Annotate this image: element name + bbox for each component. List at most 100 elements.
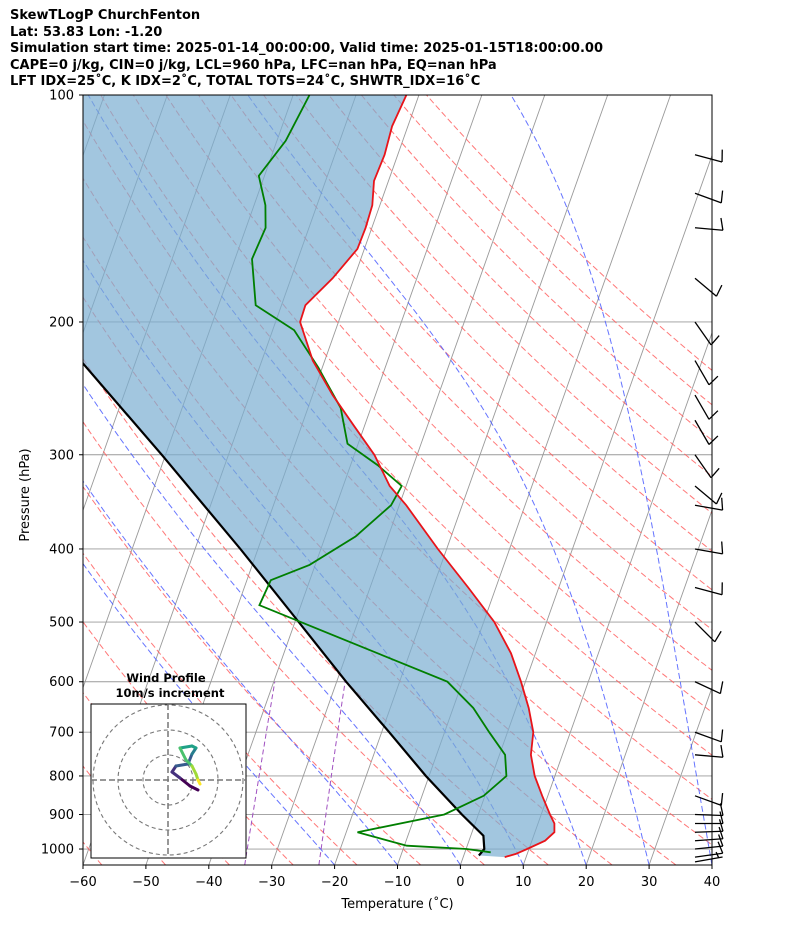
barb-shaft	[694, 830, 724, 833]
barb-flag	[715, 284, 723, 297]
dry-adiabat-line	[198, 95, 712, 631]
barb-flag	[719, 811, 724, 824]
x-tick-label: 20	[578, 875, 595, 890]
stability-indices: LFT IDX=25˚C, K IDX=2˚C, TOTAL TOTS=24˚C…	[10, 74, 481, 89]
wind-barb	[694, 841, 724, 858]
barb-flag	[720, 729, 724, 742]
hodograph-segment	[178, 776, 192, 788]
x-tick-label: −20	[321, 875, 348, 890]
barb-shaft	[694, 154, 723, 163]
hodograph-rings	[91, 704, 246, 858]
barb-flag	[718, 826, 724, 839]
wind-barb	[694, 394, 719, 420]
wind-barb	[694, 744, 724, 758]
parcel-profile-line	[83, 361, 486, 857]
wind-barb	[694, 485, 723, 505]
barb-flag	[721, 541, 724, 554]
y-tick-label: 700	[49, 726, 74, 741]
moist-adiabat-line	[510, 95, 712, 865]
temperature-line	[299, 95, 556, 858]
barb-shaft	[694, 360, 710, 386]
wind-barb	[694, 497, 724, 511]
isotherm-line	[522, 331, 712, 865]
y-tick-label: 900	[49, 808, 74, 823]
isotherm-line	[271, 95, 546, 865]
barb-shaft	[694, 419, 710, 445]
isotherm-line	[648, 686, 712, 865]
barb-shaft	[694, 504, 723, 511]
wind-barb	[694, 803, 724, 817]
wind-barb	[694, 190, 724, 204]
mixing-ratio-line	[318, 681, 346, 865]
moist-adiabat-line	[247, 95, 650, 865]
x-axis-label: Temperature (˚C)	[340, 896, 453, 912]
barb-shaft	[694, 621, 716, 643]
y-tick-label: 400	[49, 542, 74, 557]
barb-shaft	[694, 845, 723, 850]
barb-shaft	[694, 586, 723, 596]
barb-shaft	[694, 454, 712, 479]
hodograph-title: Wind Profile	[126, 671, 206, 685]
mixing-ratio-lines	[244, 681, 346, 865]
moist-adiabat-line	[83, 383, 461, 865]
barb-flag	[715, 492, 723, 505]
y-tick-label: 200	[49, 315, 74, 330]
barb-flag	[708, 410, 719, 420]
station-coordinates: Lat: 53.83 Lon: -1.20	[10, 24, 163, 40]
barb-flag	[708, 375, 719, 386]
barb-flag	[714, 630, 722, 643]
dry-adiabat-line	[83, 552, 358, 865]
y-tick-label: 100	[49, 89, 74, 104]
y-tick-label: 600	[49, 675, 74, 690]
wind-barb	[694, 321, 720, 346]
barb-flag	[717, 834, 724, 847]
dry-adiabat-line	[328, 95, 712, 477]
x-tick-label: 30	[641, 875, 658, 890]
barb-shaft	[694, 813, 724, 817]
mixing-ratio-line	[244, 681, 276, 865]
wind-barb	[694, 793, 724, 806]
y-tick-label: 800	[49, 769, 74, 784]
x-tick-label: 0	[456, 875, 464, 890]
wind-barb	[694, 360, 719, 386]
hodograph-subtitle: 10m/s increment	[116, 686, 225, 700]
wind-barb	[695, 811, 724, 825]
wind-barb	[694, 149, 723, 163]
barb-shaft	[694, 277, 717, 297]
x-tick-label: 10	[515, 875, 532, 890]
wind-barb	[694, 851, 723, 863]
wind-barb	[694, 277, 723, 297]
wind-barb	[694, 419, 719, 445]
hodograph-segment	[170, 770, 182, 780]
x-tick-label: −10	[384, 875, 411, 890]
barb-half-flag	[715, 851, 720, 858]
wind-barb	[694, 541, 724, 555]
dry-adiabat-line	[263, 95, 712, 552]
barb-flag	[720, 744, 724, 758]
wind-barb	[694, 826, 724, 842]
dry-adiabat-line	[132, 95, 712, 713]
station-title: SkewTLogP ChurchFenton	[10, 8, 201, 23]
isotherm-line	[334, 95, 609, 865]
y-tick-label: 300	[49, 448, 74, 463]
wind-barbs	[694, 149, 724, 863]
barb-flag	[708, 435, 719, 445]
barb-shaft	[694, 548, 723, 555]
barb-flag	[718, 819, 724, 832]
barb-shaft	[694, 852, 723, 858]
hodograph-segment	[196, 778, 202, 786]
wind-barb	[694, 819, 724, 833]
dry-adiabat-line	[230, 95, 712, 591]
wind-barb	[694, 621, 722, 643]
dewpoint-line	[251, 95, 508, 854]
barb-shaft	[694, 795, 722, 806]
cin-shading	[83, 95, 555, 858]
barb-flag	[720, 217, 724, 231]
barb-shaft	[694, 321, 712, 346]
barb-flag	[720, 190, 724, 203]
barb-flag	[717, 841, 724, 854]
hodograph-segment	[178, 746, 188, 762]
barb-shaft	[694, 681, 721, 695]
